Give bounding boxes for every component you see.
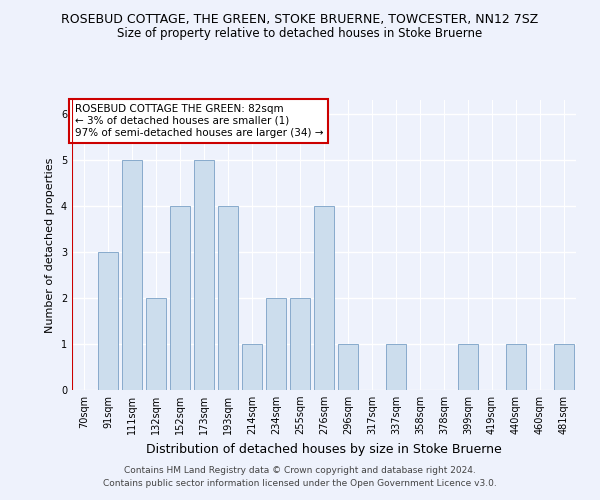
Text: Contains HM Land Registry data © Crown copyright and database right 2024.
Contai: Contains HM Land Registry data © Crown c… xyxy=(103,466,497,487)
Bar xyxy=(290,298,310,390)
Bar xyxy=(146,298,166,390)
Bar xyxy=(314,206,334,390)
Bar xyxy=(266,298,286,390)
Bar xyxy=(506,344,526,390)
Bar xyxy=(218,206,238,390)
Bar xyxy=(386,344,406,390)
Text: ROSEBUD COTTAGE, THE GREEN, STOKE BRUERNE, TOWCESTER, NN12 7SZ: ROSEBUD COTTAGE, THE GREEN, STOKE BRUERN… xyxy=(61,12,539,26)
Bar xyxy=(458,344,478,390)
Text: ROSEBUD COTTAGE THE GREEN: 82sqm
← 3% of detached houses are smaller (1)
97% of : ROSEBUD COTTAGE THE GREEN: 82sqm ← 3% of… xyxy=(74,104,323,138)
Text: Size of property relative to detached houses in Stoke Bruerne: Size of property relative to detached ho… xyxy=(118,28,482,40)
Bar xyxy=(170,206,190,390)
Bar xyxy=(122,160,142,390)
Bar xyxy=(338,344,358,390)
Y-axis label: Number of detached properties: Number of detached properties xyxy=(46,158,55,332)
Bar xyxy=(242,344,262,390)
Bar xyxy=(554,344,574,390)
Bar xyxy=(98,252,118,390)
X-axis label: Distribution of detached houses by size in Stoke Bruerne: Distribution of detached houses by size … xyxy=(146,442,502,456)
Bar xyxy=(194,160,214,390)
